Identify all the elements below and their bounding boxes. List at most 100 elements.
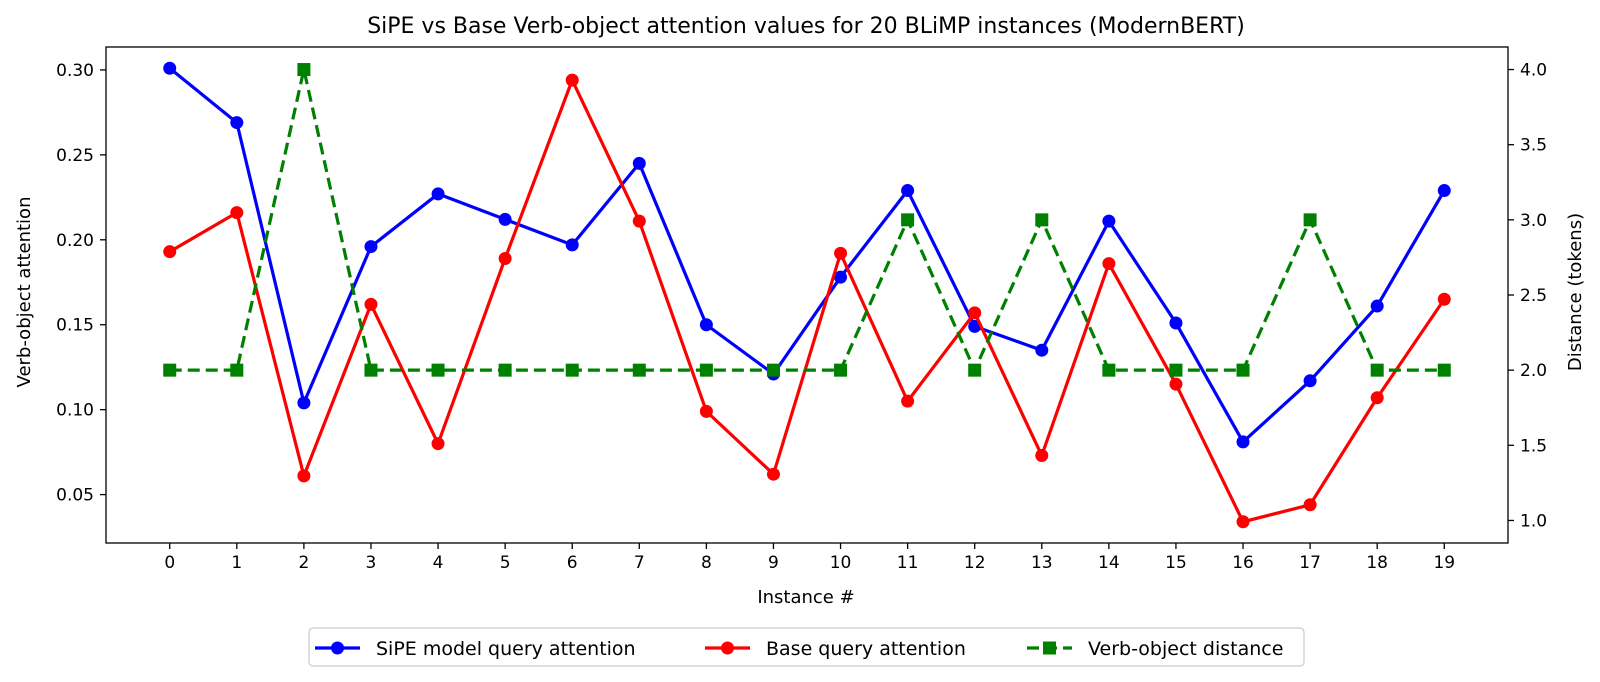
chart-title: SiPE vs Base Verb-object attention value… [367, 14, 1245, 39]
data-point [699, 404, 713, 418]
x-tick-label: 14 [1098, 553, 1120, 573]
data-point [230, 116, 244, 130]
data-point [1169, 377, 1183, 391]
y2-axis-label: Distance (tokens) [1565, 213, 1586, 371]
data-point [565, 73, 579, 87]
data-point [1437, 184, 1451, 198]
data-point [297, 469, 311, 483]
y2-tick-label: 2.5 [1520, 286, 1547, 306]
data-point [163, 61, 177, 75]
data-point [1303, 498, 1317, 512]
data-point [1370, 363, 1384, 377]
x-tick-label: 4 [433, 553, 444, 573]
data-point [1169, 363, 1183, 377]
data-point [632, 214, 646, 228]
data-point [1437, 292, 1451, 306]
x-tick-label: 1 [231, 553, 242, 573]
data-point [297, 63, 311, 77]
data-point [364, 297, 378, 311]
data-point [766, 363, 780, 377]
data-point [163, 245, 177, 259]
data-point [1370, 391, 1384, 405]
y-axis-label: Verb-object attention [14, 197, 35, 388]
data-point [230, 206, 244, 220]
data-point [901, 184, 915, 198]
legend-swatch-marker [1043, 641, 1056, 655]
data-point [766, 467, 780, 481]
y-tick-label: 0.10 [56, 401, 94, 421]
series-1 [163, 73, 1451, 529]
y2-tick-label: 4.0 [1520, 61, 1547, 81]
data-point [163, 363, 177, 377]
series-0 [163, 61, 1451, 449]
data-point [498, 363, 512, 377]
data-point [1236, 363, 1250, 377]
series-2 [163, 63, 1451, 377]
data-point [1035, 213, 1049, 227]
y2-tick-label: 1.5 [1520, 436, 1547, 456]
data-point [834, 246, 848, 260]
data-point [632, 156, 646, 170]
x-tick-label: 2 [298, 553, 309, 573]
y-tick-label: 0.20 [56, 231, 94, 251]
data-point [565, 238, 579, 252]
legend-swatch-marker [331, 641, 344, 655]
x-tick-label: 13 [1031, 553, 1053, 573]
data-point [968, 306, 982, 320]
y-tick-label: 0.15 [56, 316, 94, 336]
x-tick-label: 7 [634, 553, 645, 573]
x-tick-label: 17 [1299, 553, 1321, 573]
x-tick-label: 3 [366, 553, 377, 573]
legend-label: SiPE model query attention [376, 638, 636, 660]
data-point [431, 363, 445, 377]
plot-frame [105, 46, 1509, 544]
data-point [1370, 299, 1384, 313]
data-point [431, 187, 445, 201]
legend-swatch-marker [721, 641, 734, 655]
data-point [1303, 374, 1317, 388]
data-point [834, 363, 848, 377]
data-point [297, 396, 311, 410]
series-line [168, 66, 1446, 444]
legend-label: Verb-object distance [1088, 638, 1283, 660]
x-axis: 0 1 2 3 4 5 6 7 8 9 10 11 12 13 14 15 16 17 18 19 [164, 543, 1455, 573]
data-point [1102, 363, 1116, 377]
data-point [901, 394, 915, 408]
x-tick-label: 8 [701, 553, 712, 573]
x-tick-label: 18 [1366, 553, 1388, 573]
legend-frame [308, 627, 1305, 667]
data-point [968, 363, 982, 377]
y-tick-label: 0.05 [56, 486, 94, 506]
data-point [230, 363, 244, 377]
data-point [498, 251, 512, 265]
data-point [699, 363, 713, 377]
y2-tick-label: 3.5 [1520, 136, 1547, 156]
y-axis-right: 1.0 1.5 2.0 2.5 3.0 3.5 4.0 [1508, 61, 1547, 531]
x-tick-label: 16 [1232, 553, 1254, 573]
data-point [364, 363, 378, 377]
y-tick-label: 0.25 [56, 146, 94, 166]
y-axis-left: 0.05 0.10 0.15 0.20 0.25 0.30 [56, 61, 106, 506]
x-tick-label: 19 [1433, 553, 1455, 573]
data-point [1303, 213, 1317, 227]
y2-tick-label: 2.0 [1520, 361, 1547, 381]
x-tick-label: 12 [964, 553, 986, 573]
data-point [364, 240, 378, 254]
data-point [1437, 363, 1451, 377]
data-point [1102, 214, 1116, 228]
plot-area-border [105, 46, 1509, 544]
data-point [1236, 515, 1250, 529]
x-tick-label: 5 [500, 553, 511, 573]
x-tick-label: 15 [1165, 553, 1187, 573]
series-line [168, 78, 1446, 524]
x-axis-label: Instance # [757, 587, 854, 608]
series-line [169, 67, 1445, 372]
data-point [1102, 257, 1116, 271]
data-point [1236, 435, 1250, 449]
x-tick-label: 6 [567, 553, 578, 573]
x-tick-label: 11 [897, 553, 919, 573]
data-point [901, 213, 915, 227]
data-point [834, 270, 848, 284]
data-point [699, 318, 713, 332]
